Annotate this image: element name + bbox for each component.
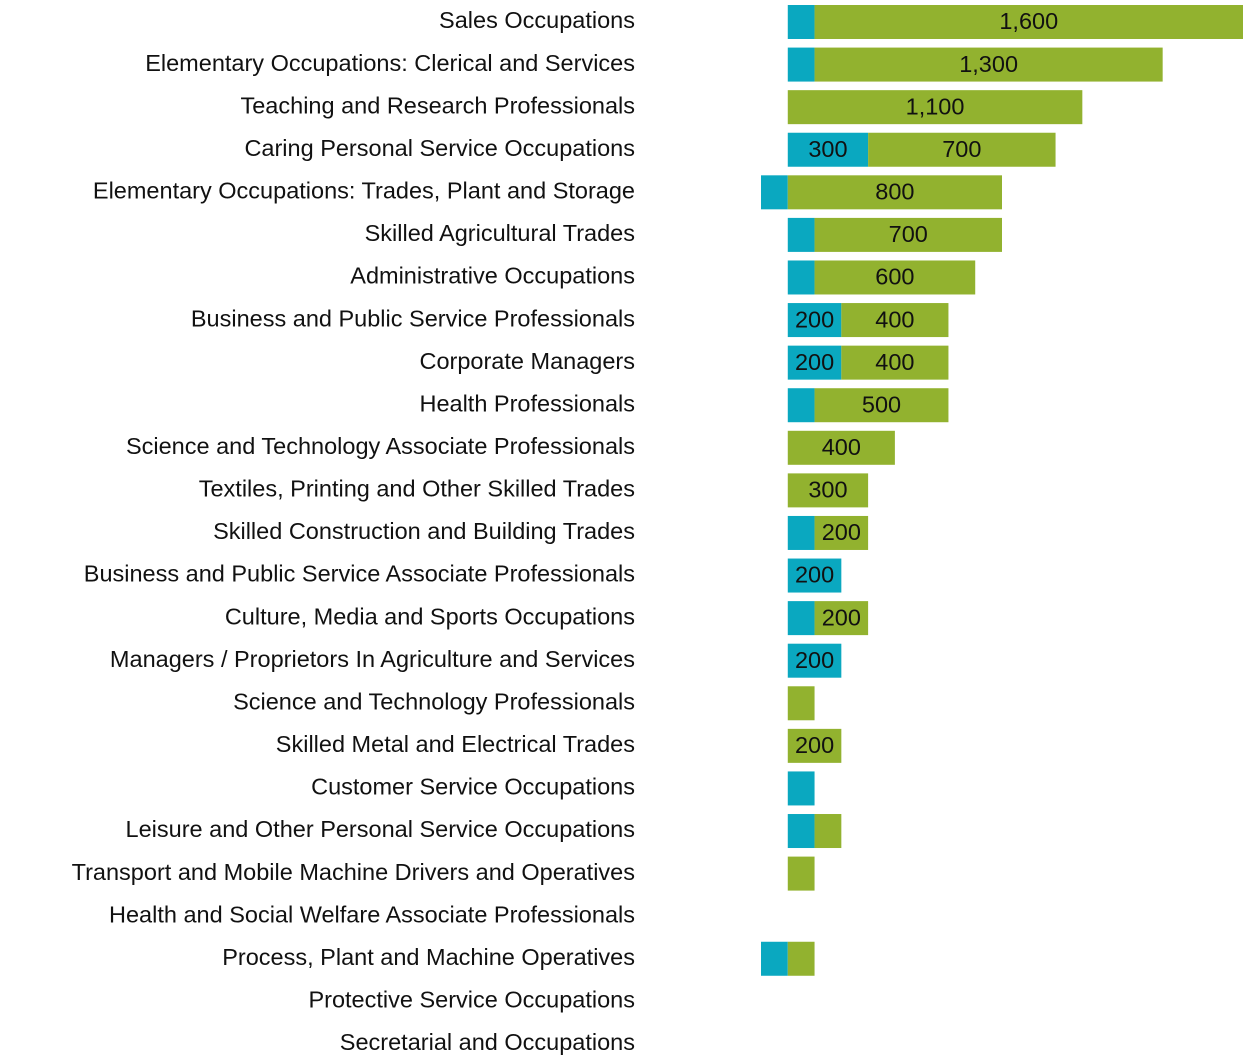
category-label: Process, Plant and Machine Operatives xyxy=(222,944,635,970)
category-label: Textiles, Printing and Other Skilled Tra… xyxy=(199,476,635,502)
category-label: Customer Service Occupations xyxy=(311,774,635,800)
value-label: 200 xyxy=(795,647,834,673)
value-label: 800 xyxy=(875,179,914,205)
bar-segment xyxy=(814,5,1243,39)
category-label: Transport and Mobile Machine Drivers and… xyxy=(72,859,635,885)
category-label: Elementary Occupations: Trades, Plant an… xyxy=(93,178,635,204)
value-label: 1,100 xyxy=(906,93,965,119)
value-label: 600 xyxy=(875,264,914,290)
bar-segment xyxy=(787,856,815,891)
value-label: 1,600 xyxy=(999,8,1058,34)
value-label: 400 xyxy=(822,434,861,460)
value-label: 700 xyxy=(942,136,981,162)
category-label: Teaching and Research Professionals xyxy=(240,92,635,118)
value-label: 200 xyxy=(822,604,861,630)
value-label: 1,300 xyxy=(959,51,1018,77)
bar-segment xyxy=(761,175,788,210)
bar-segment xyxy=(814,515,869,550)
value-label: 200 xyxy=(795,306,834,332)
bar-segment xyxy=(787,175,1002,210)
bar-segment xyxy=(787,686,815,721)
bar-segment xyxy=(787,601,815,636)
bar-segment xyxy=(787,217,815,252)
value-label: 200 xyxy=(795,562,834,588)
bar-segment xyxy=(787,515,815,550)
value-label: 300 xyxy=(808,136,847,162)
category-label: Skilled Agricultural Trades xyxy=(365,220,635,246)
category-label: Health Professionals xyxy=(419,390,635,416)
category-label: Skilled Construction and Building Trades xyxy=(213,518,635,544)
bar-segment xyxy=(787,260,815,295)
bar-segment xyxy=(787,941,815,976)
bar-segment xyxy=(787,430,895,465)
category-label: Business and Public Service Professional… xyxy=(191,305,635,331)
value-label: 300 xyxy=(808,477,847,503)
category-label: Skilled Metal and Electrical Trades xyxy=(276,731,635,757)
bar-segment xyxy=(787,5,815,39)
bar-segment xyxy=(814,601,869,636)
bar-segment xyxy=(841,345,949,380)
bar-segment xyxy=(787,345,842,380)
category-label: Leisure and Other Personal Service Occup… xyxy=(126,816,635,842)
bar-segment xyxy=(814,217,1002,252)
bar-segment xyxy=(814,814,842,849)
bar-segment xyxy=(787,771,815,806)
value-label: 200 xyxy=(822,519,861,545)
bar-segment xyxy=(787,814,815,849)
value-label: 400 xyxy=(875,349,914,375)
bar-segment xyxy=(787,473,869,508)
value-label: 200 xyxy=(795,732,834,758)
bar-segment xyxy=(787,90,1083,125)
category-label: Business and Public Service Associate Pr… xyxy=(84,561,635,587)
category-label: Corporate Managers xyxy=(419,348,635,374)
category-label: Managers / Proprietors In Agriculture an… xyxy=(110,646,635,672)
category-label: Science and Technology Professionals xyxy=(233,688,635,714)
category-label: Elementary Occupations: Clerical and Ser… xyxy=(145,50,635,76)
bar-segment xyxy=(787,643,842,678)
bar-segment xyxy=(814,388,949,423)
category-label: Secretarial and Occupations xyxy=(340,1029,635,1055)
value-label: 400 xyxy=(875,306,914,332)
bar-segment xyxy=(761,941,788,976)
bar-segment xyxy=(787,728,842,763)
bar-segment xyxy=(787,47,815,82)
category-label: Administrative Occupations xyxy=(350,263,635,289)
bar-segment xyxy=(814,260,976,295)
value-label: 200 xyxy=(795,349,834,375)
bar-segment xyxy=(814,47,1163,82)
bar-segment xyxy=(787,558,842,593)
category-label: Science and Technology Associate Profess… xyxy=(126,433,635,459)
bar-segment xyxy=(868,132,1056,167)
bar-segment xyxy=(787,132,869,167)
bar-segment xyxy=(841,303,949,338)
category-label: Health and Social Welfare Associate Prof… xyxy=(109,901,635,927)
value-label: 700 xyxy=(889,221,928,247)
category-label: Caring Personal Service Occupations xyxy=(244,135,635,161)
bar-segment xyxy=(787,388,815,423)
category-label: Protective Service Occupations xyxy=(308,987,635,1013)
category-label: Culture, Media and Sports Occupations xyxy=(225,603,635,629)
value-label: 500 xyxy=(862,391,901,417)
category-label: Sales Occupations xyxy=(439,7,635,33)
bar-segment xyxy=(787,303,842,338)
